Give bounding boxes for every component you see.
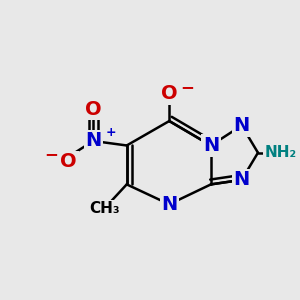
Text: N: N	[161, 195, 177, 214]
Text: N: N	[233, 170, 250, 189]
Text: N: N	[203, 136, 219, 155]
Text: N: N	[85, 131, 101, 150]
Text: N: N	[233, 116, 250, 135]
Text: O: O	[85, 100, 101, 119]
Text: O: O	[61, 152, 77, 171]
Text: −: −	[180, 78, 194, 96]
Text: +: +	[106, 126, 116, 139]
Text: NH₂: NH₂	[265, 145, 297, 160]
Text: −: −	[44, 145, 58, 163]
Text: O: O	[161, 84, 178, 104]
Text: CH₃: CH₃	[89, 201, 119, 216]
